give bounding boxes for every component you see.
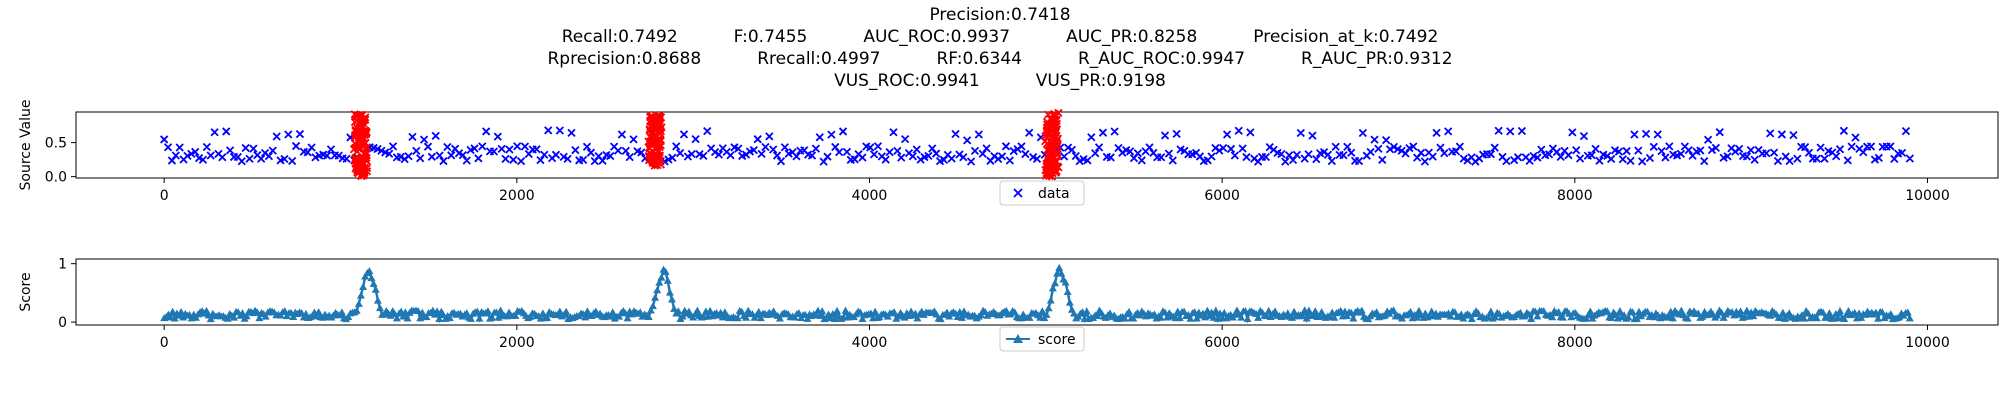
chart-title: Precision:0.7418 Recall:0.7492 F:0.7455 AUC… [0,4,2000,92]
score-markers [160,263,1914,323]
title-line: VUS_ROC:0.9941 VUS_PR:0.9198 [0,70,2000,92]
data-series-markers [160,126,1914,166]
y-axis-label: Score [18,272,34,311]
metric-label: VUS_ROC:0.9941 [834,71,980,91]
axes-frame [75,258,1999,326]
legend-marker [1013,188,1023,198]
metric-label: AUC_PR:0.8258 [1066,27,1198,47]
metric-label: RF:0.6344 [936,49,1022,69]
anomaly-markers [1041,108,1063,181]
metric-label: Rrecall:0.4997 [757,49,881,69]
y-tick-label: 0.0 [45,170,67,186]
x-tick-label: 2000 [499,335,535,351]
metric-label: AUC_ROC:0.9937 [863,27,1011,47]
x-tick-label: 2000 [499,188,535,204]
x-tick-label: 8000 [1557,188,1593,204]
legend: data [999,180,1085,206]
x-tick-label: 6000 [1204,335,1240,351]
x-tick-label: 10000 [1905,335,1950,351]
x-tick-label: 6000 [1204,188,1240,204]
source-value-panel: 0 2000 4000 6000 8000 10000 0.0 0.5 Source Value… [18,100,1999,206]
x-tick-label: 8000 [1557,335,1593,351]
title-line: Recall:0.7492 F:0.7455 AUC_ROC:0.9937 AUC_P… [0,26,2000,48]
metric-label: Precision_at_k:0.7492 [1253,27,1439,47]
metric-label: VUS_PR:0.9198 [1035,71,1166,91]
title-line: Rprecision:0.8688 Rrecall:0.4997 RF:0.6344… [0,48,2000,70]
metric-label: F:0.7455 [733,27,808,47]
x-tick-label: 4000 [852,335,888,351]
legend-marker [1013,334,1023,343]
axes-frame [75,111,1999,179]
anomaly-markers [644,111,666,170]
legend: score [999,326,1085,352]
x-tick-label: 4000 [852,188,888,204]
anomaly-markers [349,110,372,181]
metric-label: Rprecision:0.8688 [547,49,702,69]
metric-label: Recall:0.7492 [561,27,678,47]
legend-label: data [1038,186,1070,202]
legend-box [999,326,1085,352]
y-tick-label: 0 [58,315,67,331]
y-tick-label: 1 [58,257,67,273]
y-tick-label: 0.5 [45,136,67,152]
legend-label: score [1038,332,1076,348]
x-tick-label: 0 [160,335,169,351]
y-axis-label: Source Value [18,100,34,191]
metric-label: R_AUC_ROC:0.9947 [1077,49,1246,69]
title-line: Precision:0.7418 [0,4,2000,26]
metric-label: Precision:0.7418 [929,5,1071,25]
x-tick-label: 10000 [1905,188,1950,204]
legend-box [999,180,1085,206]
metric-label: R_AUC_PR:0.9312 [1301,49,1453,69]
score-panel: 0 2000 4000 6000 8000 10000 0 1 Score score [18,257,1999,352]
x-tick-label: 0 [160,188,169,204]
